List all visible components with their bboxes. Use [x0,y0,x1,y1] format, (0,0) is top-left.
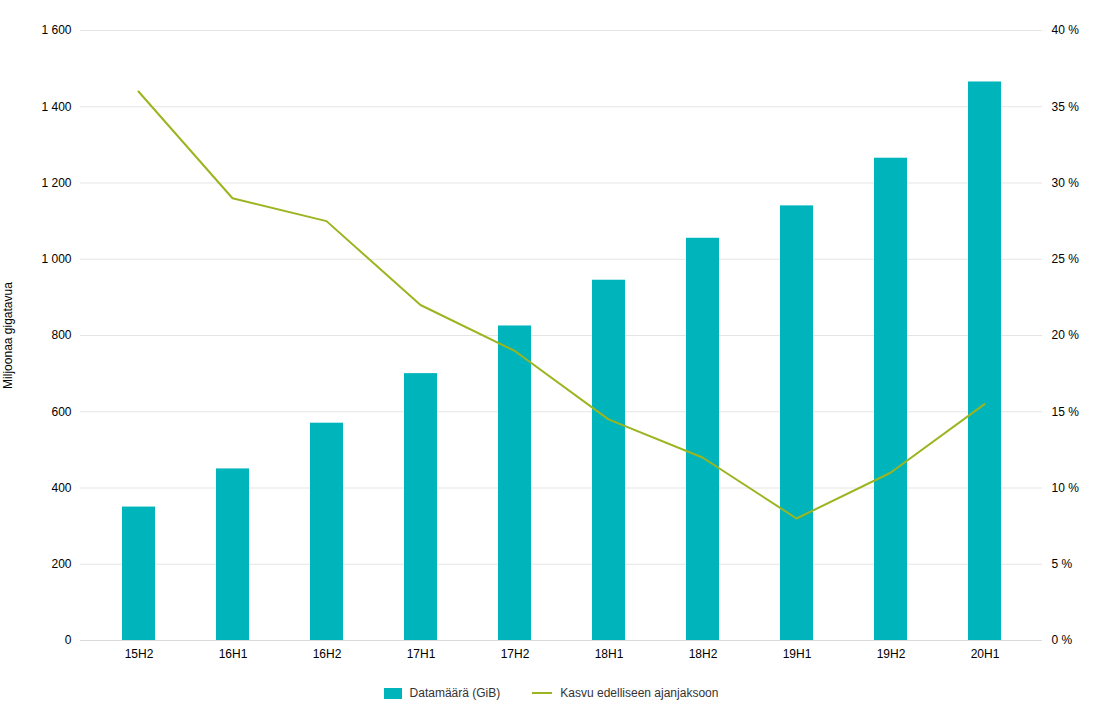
svg-text:18H2: 18H2 [689,647,718,661]
svg-text:20H1: 20H1 [971,647,1000,661]
svg-text:0 %: 0 % [1052,633,1073,647]
svg-text:19H2: 19H2 [877,647,906,661]
svg-text:1 200: 1 200 [41,176,71,190]
svg-text:16H1: 16H1 [219,647,248,661]
svg-text:400: 400 [51,481,71,495]
svg-text:1 400: 1 400 [41,100,71,114]
svg-text:17H2: 17H2 [501,647,530,661]
svg-text:15 %: 15 % [1052,405,1080,419]
svg-text:40 %: 40 % [1052,23,1080,37]
svg-text:600: 600 [51,405,71,419]
svg-text:1 600: 1 600 [41,23,71,37]
svg-text:800: 800 [51,328,71,342]
svg-text:35 %: 35 % [1052,100,1080,114]
svg-text:19H1: 19H1 [783,647,812,661]
svg-text:1 000: 1 000 [41,252,71,266]
svg-text:0: 0 [65,633,72,647]
svg-text:10 %: 10 % [1052,481,1080,495]
svg-text:18H1: 18H1 [595,647,624,661]
svg-text:200: 200 [51,557,71,571]
html-text:Datamäärä (GiB): Datamäärä (GiB) [409,686,501,700]
svg-text:20 %: 20 % [1052,328,1080,342]
svg-text:30 %: 30 % [1052,176,1080,190]
svg-text:5 %: 5 % [1052,557,1073,571]
html-text:Kasvu edelliseen ajanjaksoon: Kasvu edelliseen ajanjaksoon [560,686,719,700]
svg-text:16H2: 16H2 [313,647,342,661]
svg-text:25 %: 25 % [1052,252,1080,266]
svg-text:15H2: 15H2 [125,647,154,661]
svg-text:Miljoonaa gigatavua: Miljoonaa gigatavua [1,282,15,389]
svg-text:17H1: 17H1 [407,647,436,661]
